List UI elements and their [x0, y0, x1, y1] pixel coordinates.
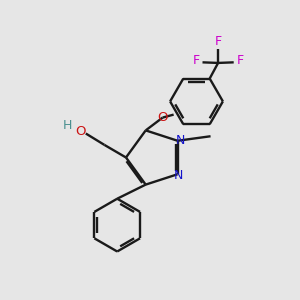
- Text: F: F: [192, 54, 200, 67]
- Text: N: N: [175, 134, 184, 147]
- Text: O: O: [157, 111, 168, 124]
- Text: F: F: [214, 35, 222, 48]
- Text: O: O: [75, 124, 86, 138]
- Text: F: F: [237, 54, 244, 67]
- Text: H: H: [62, 118, 72, 132]
- Text: N: N: [173, 169, 183, 182]
